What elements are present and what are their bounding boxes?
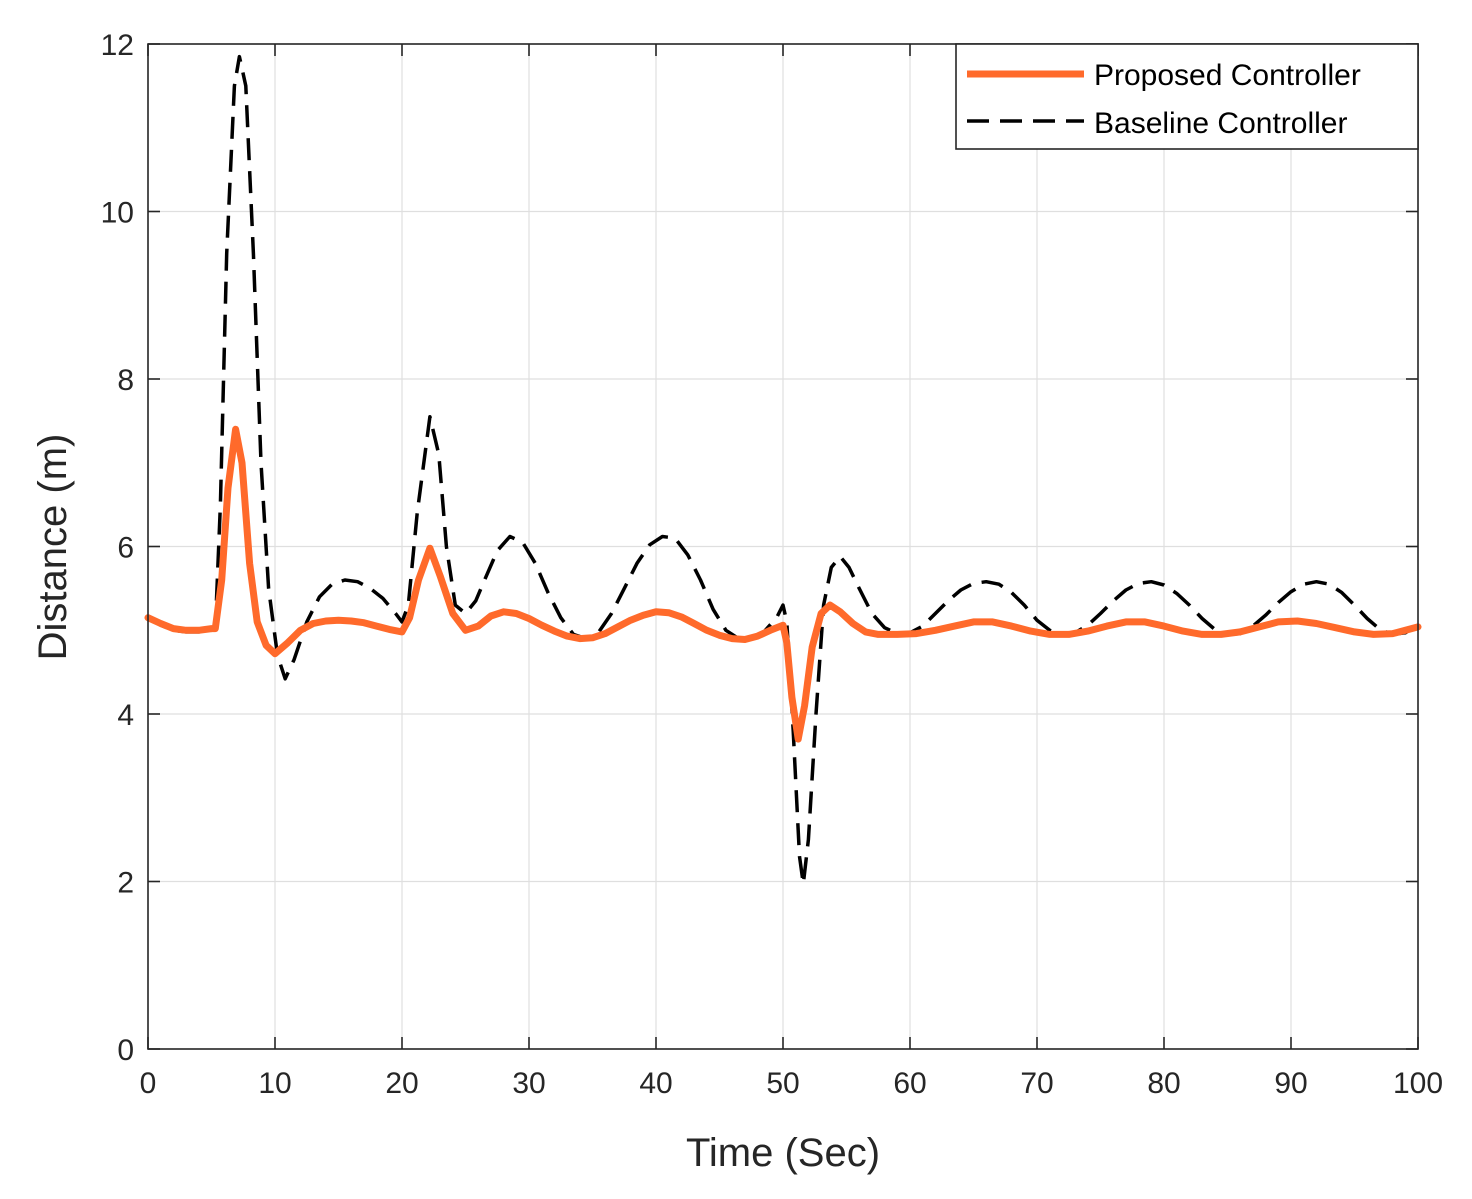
x-tick-label: 10 bbox=[258, 1067, 291, 1100]
y-tick-label: 0 bbox=[117, 1034, 134, 1067]
x-axis-label: Time (Sec) bbox=[686, 1131, 880, 1175]
series-line-proposed-controller bbox=[144, 425, 1422, 743]
y-tick-label: 2 bbox=[117, 867, 134, 900]
x-tick-label: 80 bbox=[1147, 1067, 1180, 1100]
x-tick-label: 30 bbox=[512, 1067, 545, 1100]
x-tick-label: 50 bbox=[766, 1067, 799, 1100]
x-tick-label: 20 bbox=[385, 1067, 418, 1100]
y-tick-label: 8 bbox=[117, 364, 134, 397]
y-tick-label: 12 bbox=[101, 29, 134, 62]
y-tick-label: 4 bbox=[117, 699, 134, 732]
legend: Proposed Controller Baseline Controller bbox=[955, 43, 1419, 150]
y-tick-label: 10 bbox=[101, 197, 134, 230]
tick-labels: 0 10 20 30 40 50 60 70 80 90 100 0 2 4 6 8 10 12 bbox=[101, 29, 1443, 1100]
x-tick-label: 100 bbox=[1393, 1067, 1443, 1100]
legend-label-proposed-controller: Proposed Controller bbox=[1094, 59, 1361, 92]
x-tick-label: 60 bbox=[893, 1067, 926, 1100]
x-tick-label: 90 bbox=[1274, 1067, 1307, 1100]
y-axis-label: Distance (m) bbox=[31, 434, 75, 661]
series-layer bbox=[144, 54, 1422, 886]
y-tick-label: 6 bbox=[117, 532, 134, 565]
legend-label-baseline-controller: Baseline Controller bbox=[1094, 107, 1347, 140]
x-tick-label: 70 bbox=[1020, 1067, 1053, 1100]
x-tick-label: 40 bbox=[639, 1067, 672, 1100]
legend-box bbox=[955, 43, 1419, 150]
x-tick-label: 0 bbox=[140, 1067, 157, 1100]
